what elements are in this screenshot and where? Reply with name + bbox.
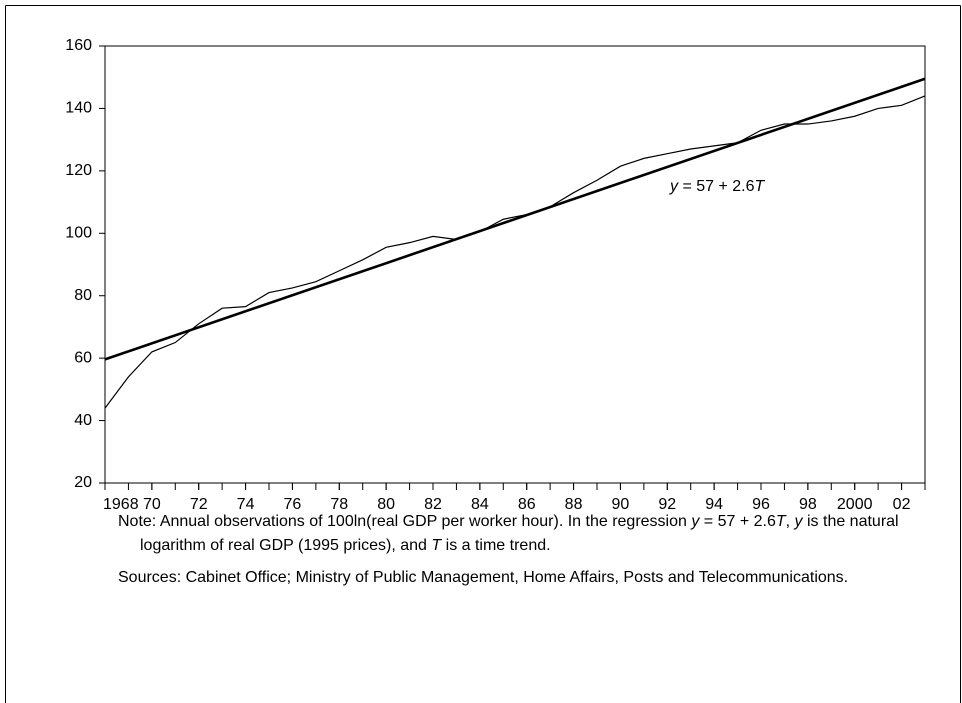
x-tick-label: 90: [612, 496, 630, 513]
note-part: is the natural logarithm of real GDP (19…: [140, 513, 899, 554]
annotation-part: = 57 + 2.6: [678, 178, 755, 195]
y-tick-label: 160: [65, 37, 92, 54]
trend-line: [104, 77, 926, 361]
note-label: Note:: [118, 513, 157, 530]
x-tick-label: 88: [565, 496, 583, 513]
note-part: ,: [785, 513, 795, 530]
y-tick-label: 60: [74, 349, 92, 366]
x-tick-label: 92: [658, 496, 676, 513]
plot-area: [104, 45, 926, 484]
x-tick-label: 96: [752, 496, 770, 513]
x-tick-label: 70: [143, 496, 161, 513]
y-tick-label: 40: [74, 412, 92, 429]
data-line: [104, 95, 926, 409]
y-tick-label: 140: [65, 100, 92, 117]
note-part: = 57 + 2.6: [699, 513, 776, 530]
notes: Note: Annual observations of 100ln(real …: [118, 510, 908, 598]
note-part: Annual observations of 100ln(real GDP pe…: [156, 513, 692, 530]
y-tick-label: 80: [74, 287, 92, 304]
y-tick-label: 20: [74, 474, 92, 491]
x-tick-label: 74: [237, 496, 255, 513]
y-tick-label: 100: [65, 225, 92, 242]
sources: Sources: Cabinet Office; Ministry of Pub…: [118, 566, 908, 590]
note-part: T: [775, 513, 786, 530]
x-tick-label: 82: [424, 496, 442, 513]
sources-text: Cabinet Office; Ministry of Public Manag…: [181, 569, 849, 586]
x-tick-label: 78: [330, 496, 348, 513]
note-part: is a time trend.: [441, 537, 551, 554]
x-tick-label: 80: [377, 496, 395, 513]
annotation-part: y: [669, 178, 679, 195]
x-tick-label: 98: [799, 496, 817, 513]
x-tick-label: 84: [471, 496, 489, 513]
note-part: y: [794, 513, 803, 530]
x-tick-label: 1968: [103, 496, 139, 513]
annotation: y = 57 + 2.6T: [669, 178, 766, 195]
note-part: T: [431, 537, 442, 554]
note: Note: Annual observations of 100ln(real …: [118, 510, 908, 558]
sources-label: Sources:: [118, 569, 182, 586]
x-tick-label: 72: [190, 496, 208, 513]
x-tick-label: 02: [893, 496, 911, 513]
note-part: y: [691, 513, 700, 530]
x-tick-label: 94: [705, 496, 723, 513]
x-tick-label: 2000: [837, 496, 873, 513]
y-tick-label: 120: [65, 162, 92, 179]
x-tick-label: 76: [284, 496, 302, 513]
annotation-part: T: [755, 178, 766, 195]
x-tick-label: 86: [518, 496, 536, 513]
